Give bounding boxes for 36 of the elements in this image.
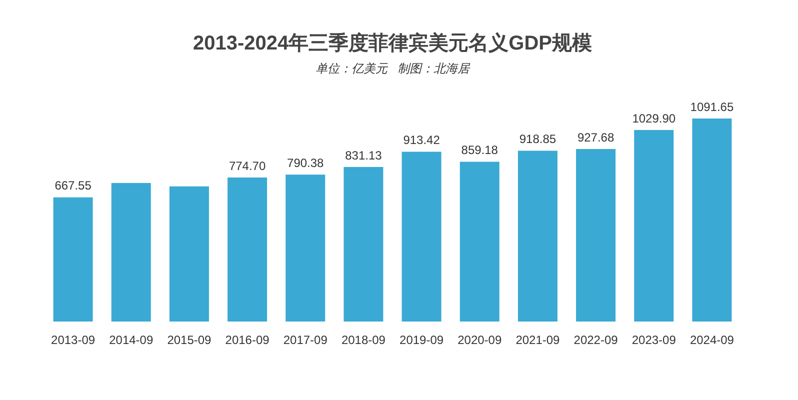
bar: [634, 130, 674, 322]
bar: [111, 183, 151, 322]
bar: [402, 152, 442, 322]
data-label: 774.70: [228, 158, 266, 173]
x-tick-label: 2017-09: [283, 333, 328, 348]
x-tick-label: 2023-09: [632, 333, 676, 348]
bar: [344, 167, 384, 322]
bar: [169, 186, 209, 322]
chart-title: 2013-2024年三季度菲律宾美元名义GDP规模: [193, 32, 592, 55]
data-label: 667.55: [54, 178, 92, 193]
bar: [53, 197, 93, 322]
data-label: 918.85: [519, 132, 556, 146]
bar: [692, 118, 732, 322]
data-label: 1029.90: [632, 111, 676, 126]
x-tick-label: 2016-09: [225, 333, 270, 348]
bar: [286, 174, 326, 322]
bar: [576, 149, 616, 322]
x-tick-label: 2015-09: [167, 333, 212, 348]
data-label: 927.68: [577, 130, 614, 144]
x-tick-label: 2014-09: [109, 333, 154, 348]
bar: [518, 150, 558, 322]
data-label: 1091.65: [690, 100, 734, 114]
x-tick-label: 2024-09: [690, 333, 734, 348]
x-tick-label: 2020-09: [458, 333, 502, 348]
chart-subtitle: 单位：亿美元 制图：北海居: [315, 62, 470, 76]
x-tick-label: 2022-09: [574, 333, 618, 348]
data-label: 831.13: [345, 148, 382, 162]
bar: [460, 162, 500, 322]
x-tick-label: 2019-09: [400, 333, 444, 348]
x-tick-label: 2013-09: [51, 333, 96, 348]
data-label: 913.42: [403, 133, 440, 148]
x-tick-label: 2021-09: [516, 333, 560, 348]
bar: [228, 178, 268, 322]
x-tick-label: 2018-09: [341, 333, 386, 348]
data-label: 859.18: [461, 143, 498, 158]
data-label: 790.38: [287, 156, 324, 170]
